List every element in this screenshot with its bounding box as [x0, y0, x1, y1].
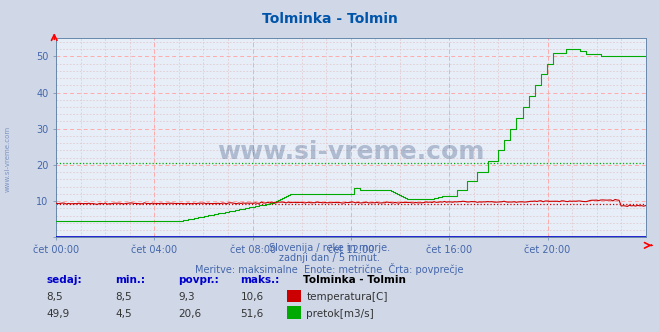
Text: min.:: min.:	[115, 275, 146, 285]
Text: 51,6: 51,6	[241, 309, 264, 319]
Text: www.si-vreme.com: www.si-vreme.com	[217, 140, 484, 164]
Text: zadnji dan / 5 minut.: zadnji dan / 5 minut.	[279, 253, 380, 263]
Text: sedaj:: sedaj:	[46, 275, 82, 285]
Text: 20,6: 20,6	[178, 309, 201, 319]
Text: temperatura[C]: temperatura[C]	[306, 292, 388, 302]
Text: Slovenija / reke in morje.: Slovenija / reke in morje.	[269, 243, 390, 253]
Text: maks.:: maks.:	[241, 275, 280, 285]
Text: Tolminka - Tolmin: Tolminka - Tolmin	[303, 275, 406, 285]
Text: 4,5: 4,5	[115, 309, 132, 319]
Text: 8,5: 8,5	[46, 292, 63, 302]
Text: 8,5: 8,5	[115, 292, 132, 302]
Text: 10,6: 10,6	[241, 292, 264, 302]
Text: pretok[m3/s]: pretok[m3/s]	[306, 309, 374, 319]
Text: 49,9: 49,9	[46, 309, 69, 319]
Text: 9,3: 9,3	[178, 292, 194, 302]
Text: www.si-vreme.com: www.si-vreme.com	[5, 126, 11, 193]
Text: Meritve: maksimalne  Enote: metrične  Črta: povprečje: Meritve: maksimalne Enote: metrične Črta…	[195, 263, 464, 275]
Text: Tolminka - Tolmin: Tolminka - Tolmin	[262, 12, 397, 26]
Text: povpr.:: povpr.:	[178, 275, 219, 285]
